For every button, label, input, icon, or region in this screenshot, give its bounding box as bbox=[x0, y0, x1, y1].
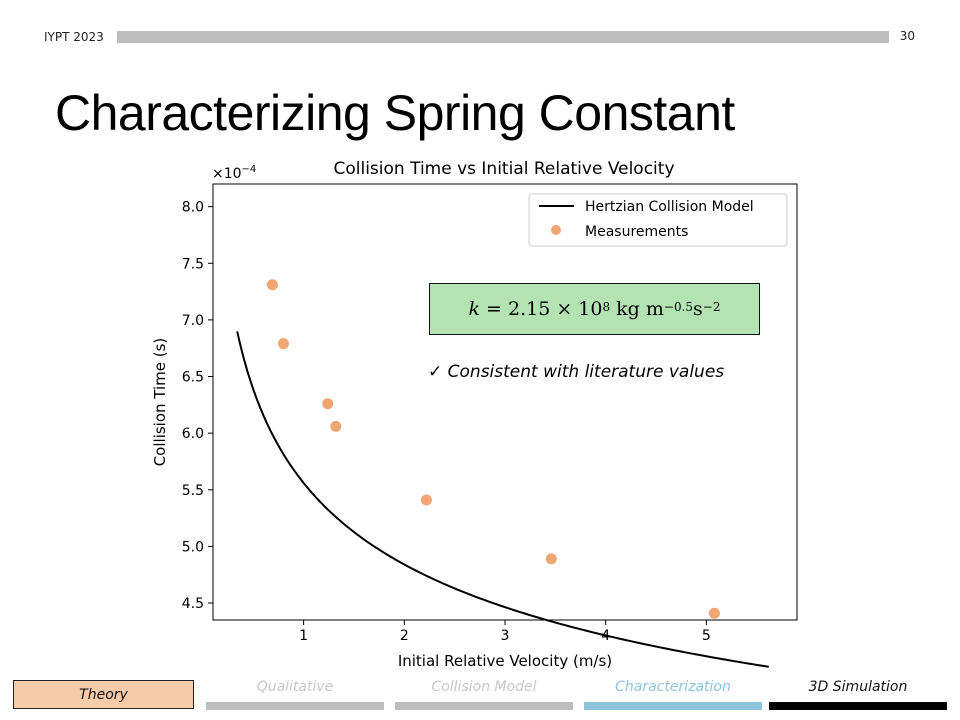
plot-area bbox=[212, 183, 798, 621]
y-tick-label: 5.5 bbox=[182, 483, 204, 499]
legend: Hertzian Collision Model Measurements bbox=[528, 193, 788, 247]
formula-unit-exponent-1: −0.5 bbox=[663, 300, 694, 314]
header-progress-bar bbox=[117, 31, 889, 43]
measurement-point bbox=[545, 553, 557, 565]
y-axis-label: Collision Time (s) bbox=[151, 338, 169, 467]
page-title: Characterizing Spring Constant bbox=[55, 85, 735, 141]
nav-tab-qualitative[interactable]: Qualitative bbox=[206, 678, 384, 710]
consistency-note: ✓ Consistent with literature values bbox=[428, 362, 724, 382]
formula-unit-exponent-2: −2 bbox=[702, 300, 721, 314]
legend-frame bbox=[528, 193, 788, 247]
y-tick-label: 8.0 bbox=[182, 200, 204, 216]
y-tick-label: 5.0 bbox=[182, 539, 204, 555]
y-tick-label: 7.0 bbox=[182, 313, 204, 329]
y-scale-label: ×10−4 bbox=[212, 164, 256, 182]
nav-tab-label: Qualitative bbox=[256, 679, 334, 695]
y-tick-label: 4.5 bbox=[182, 596, 204, 612]
legend-measurement-label: Measurements bbox=[585, 224, 688, 240]
formula-variable: k bbox=[468, 298, 481, 320]
measurement-point bbox=[420, 494, 432, 506]
nav-theory-button[interactable]: Theory bbox=[13, 680, 194, 709]
nav-tab-bar bbox=[584, 702, 762, 710]
y-scale-exponent: −4 bbox=[242, 164, 257, 175]
nav-tab-3d-simulation[interactable]: 3D Simulation bbox=[769, 678, 947, 710]
legend-model-label: Hertzian Collision Model bbox=[585, 199, 754, 215]
measurement-point bbox=[330, 420, 342, 432]
y-tick-label: 7.5 bbox=[182, 256, 204, 272]
y-ticks: 4.5 5.0 5.5 6.0 6.5 7.0 7.5 8.0 bbox=[182, 200, 213, 612]
y-tick-label: 6.5 bbox=[182, 370, 204, 386]
x-axis-label: Initial Relative Velocity (m/s) bbox=[398, 652, 612, 670]
formula-units: kg m bbox=[610, 298, 664, 320]
nav-tab-bar bbox=[395, 702, 573, 710]
nav-tab-label: Collision Model bbox=[431, 679, 537, 695]
legend-marker-swatch bbox=[551, 225, 561, 235]
formula-coefficient: = 2.15 × 10 bbox=[486, 298, 603, 320]
measurement-points bbox=[266, 279, 720, 619]
nav-tab-characterization[interactable]: Characterization bbox=[584, 678, 762, 710]
chart-title: Collision Time vs Initial Relative Veloc… bbox=[333, 159, 674, 179]
x-tick-label: 1 bbox=[299, 628, 308, 644]
x-tick-label: 3 bbox=[501, 628, 510, 644]
checkmark-icon: ✓ bbox=[428, 362, 443, 382]
measurement-point bbox=[277, 338, 289, 350]
y-tick-label: 6.0 bbox=[182, 426, 204, 442]
measurement-point bbox=[266, 279, 278, 291]
nav-tab-collision-model[interactable]: Collision Model bbox=[395, 678, 573, 710]
header-event: IYPT 2023 bbox=[44, 30, 104, 44]
y-scale-base: ×10 bbox=[212, 166, 242, 182]
nav-tab-bar bbox=[206, 702, 384, 710]
measurement-point bbox=[708, 607, 720, 619]
formula-seconds: s bbox=[693, 298, 703, 320]
page-number: 30 bbox=[899, 29, 915, 43]
x-tick-label: 2 bbox=[400, 628, 409, 644]
nav-tab-label: Characterization bbox=[615, 679, 731, 695]
consistency-text: Consistent with literature values bbox=[447, 362, 725, 382]
measurement-point bbox=[322, 398, 334, 410]
spring-constant-box: k = 2.15 × 10 8 kg m −0.5 s −2 bbox=[429, 283, 760, 335]
x-tick-label: 5 bbox=[702, 628, 711, 644]
formula-exponent: 8 bbox=[602, 300, 611, 314]
nav-tab-label: 3D Simulation bbox=[808, 679, 908, 695]
nav-tab-bar bbox=[769, 702, 947, 710]
model-curve bbox=[236, 331, 769, 668]
collision-time-chart: Collision Time vs Initial Relative Veloc… bbox=[151, 159, 798, 670]
